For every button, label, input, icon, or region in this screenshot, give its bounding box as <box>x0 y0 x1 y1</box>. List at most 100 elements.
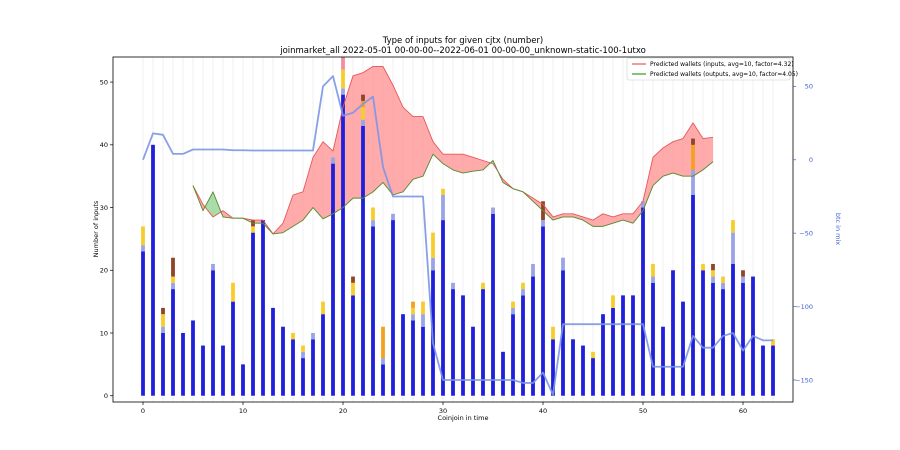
right-y-tick-label: 0 <box>809 156 813 164</box>
bar-segment <box>161 333 165 396</box>
bar-segment <box>441 188 445 195</box>
fill-segment <box>433 141 443 164</box>
bar-segment <box>391 220 395 396</box>
bar-segment <box>451 282 455 290</box>
wallet-difference-fill <box>193 66 713 234</box>
y-tick-label: 50 <box>100 78 108 86</box>
legend: Predicted wallets (inputs, avg=10, facto… <box>626 57 798 81</box>
fill-segment <box>633 201 643 224</box>
bar-segment <box>331 157 335 164</box>
series-lines <box>142 65 773 396</box>
bar-segment <box>601 314 605 396</box>
bar-segment <box>371 207 375 221</box>
fill-segment <box>473 157 483 172</box>
bar-segment <box>221 345 225 396</box>
fill-segment <box>205 191 213 217</box>
bar-segment <box>331 163 335 396</box>
bar-segment <box>561 257 565 271</box>
bar-segment <box>401 314 405 396</box>
predicted-inputs-line <box>192 65 714 235</box>
y-tick-label: 30 <box>100 204 108 212</box>
bar-segment <box>161 326 165 333</box>
bar-segment <box>691 138 695 145</box>
fill-segment <box>663 141 673 177</box>
fill-segment <box>693 122 703 177</box>
bar-segment <box>171 282 175 290</box>
bar-segment <box>701 270 705 396</box>
bar-segment <box>301 351 305 359</box>
bar-segment <box>771 345 775 396</box>
bar-segment <box>391 213 395 221</box>
bar-segment <box>141 251 145 396</box>
x-tick-label: 40 <box>539 407 547 415</box>
fill-segment <box>333 107 343 214</box>
right-y-axis-ticks: 50 0 −50 −100 −150 <box>793 83 813 384</box>
fill-segment <box>403 107 413 192</box>
x-axis-label: Coinjoin in time <box>438 414 489 422</box>
fill-segment <box>593 213 603 227</box>
bar-segment <box>731 264 735 396</box>
bar-segment <box>741 270 745 277</box>
bar-segment <box>371 220 375 227</box>
fill-segment <box>573 213 583 221</box>
bar-segment <box>511 301 515 308</box>
bar-segment <box>641 201 645 208</box>
bar-segment <box>341 69 345 89</box>
fill-segment <box>543 204 553 221</box>
bar-segment <box>381 364 385 396</box>
bar-segment <box>711 264 715 271</box>
bar-segment <box>181 333 185 396</box>
bar-segment <box>311 339 315 396</box>
bar-segment <box>241 364 245 396</box>
bar-segment <box>721 289 725 396</box>
bar-segment <box>671 270 675 396</box>
fill-segment <box>683 122 693 177</box>
x-tick-label: 60 <box>739 407 747 415</box>
chart-title: Type of inputs for given cjtx (number) <box>382 36 544 46</box>
y-tick-label: 0 <box>104 392 108 400</box>
fill-segment <box>443 154 453 170</box>
bar-segment <box>301 358 305 396</box>
bar-segment <box>701 264 705 271</box>
bar-segment <box>451 289 455 396</box>
bar-segment <box>541 220 545 227</box>
bar-segment <box>381 326 385 359</box>
bar-segment <box>231 282 235 302</box>
bar-segment <box>511 307 515 315</box>
bar-segment <box>501 351 505 396</box>
predicted-outputs-edge <box>192 153 714 235</box>
fill-segment <box>293 191 303 227</box>
fill-segment <box>303 157 313 221</box>
x-axis-ticks: 0 10 20 30 40 50 60 <box>141 402 747 415</box>
bar-segment <box>491 213 495 396</box>
fill-segment <box>313 141 323 219</box>
bar-segment <box>481 289 485 396</box>
bar-segment <box>191 320 195 396</box>
fill-segment <box>533 198 543 211</box>
bar-segment <box>611 307 615 396</box>
bar-segment <box>711 282 715 396</box>
bar-segment <box>411 320 415 396</box>
y-tick-label: 20 <box>100 267 108 275</box>
bar-segment <box>551 339 555 396</box>
y-tick-label: 40 <box>100 141 108 149</box>
bar-segment <box>321 314 325 396</box>
bar-segment <box>711 276 715 283</box>
bar-segment <box>201 345 205 396</box>
bar-segment <box>651 282 655 396</box>
bar-segment <box>341 94 345 396</box>
bar-segment <box>431 257 435 271</box>
bar-segment <box>361 94 365 101</box>
bar-segment <box>521 295 525 396</box>
bar-segment <box>281 326 285 396</box>
bar-segment <box>511 314 515 396</box>
y-axis-label: Number of inputs <box>92 200 100 257</box>
bar-segment <box>681 301 685 396</box>
bar-segment <box>761 345 765 396</box>
fill-segment <box>703 137 713 170</box>
bar-segment <box>491 207 495 214</box>
x-tick-label: 0 <box>141 407 145 415</box>
bar-segment <box>411 314 415 321</box>
bar-segment <box>661 326 665 396</box>
bar-segment <box>631 295 635 396</box>
